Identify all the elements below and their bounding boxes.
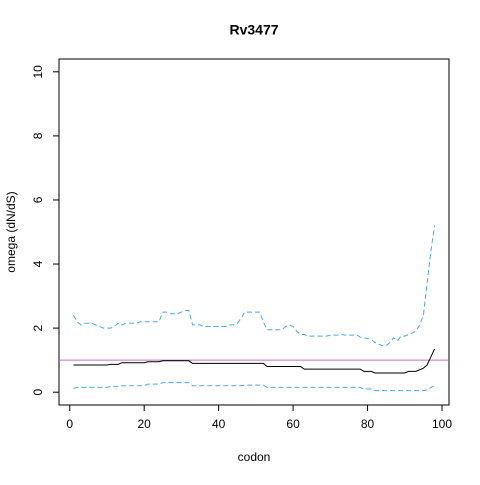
x-tick-label: 80 — [361, 417, 375, 431]
plot-box — [58, 58, 450, 406]
x-tick-label: 0 — [66, 417, 73, 431]
series-line — [73, 225, 436, 347]
x-axis-title: codon — [238, 450, 271, 464]
y-tick-label: 0 — [31, 389, 45, 396]
y-tick-label: 2 — [31, 324, 45, 331]
x-tick-label: 100 — [432, 417, 452, 431]
series-line — [73, 348, 436, 374]
y-tick-label: 4 — [31, 260, 45, 267]
x-tick-label: 40 — [212, 417, 226, 431]
y-axis-title: omega (dN/dS) — [4, 191, 18, 272]
series-line — [73, 382, 435, 392]
x-tick-label: 20 — [137, 417, 151, 431]
y-tick-label: 10 — [31, 65, 45, 79]
y-tick-label: 8 — [31, 132, 45, 139]
x-tick-label: 60 — [286, 417, 300, 431]
y-tick-label: 6 — [31, 196, 45, 203]
chart-title: Rv3477 — [229, 22, 278, 38]
